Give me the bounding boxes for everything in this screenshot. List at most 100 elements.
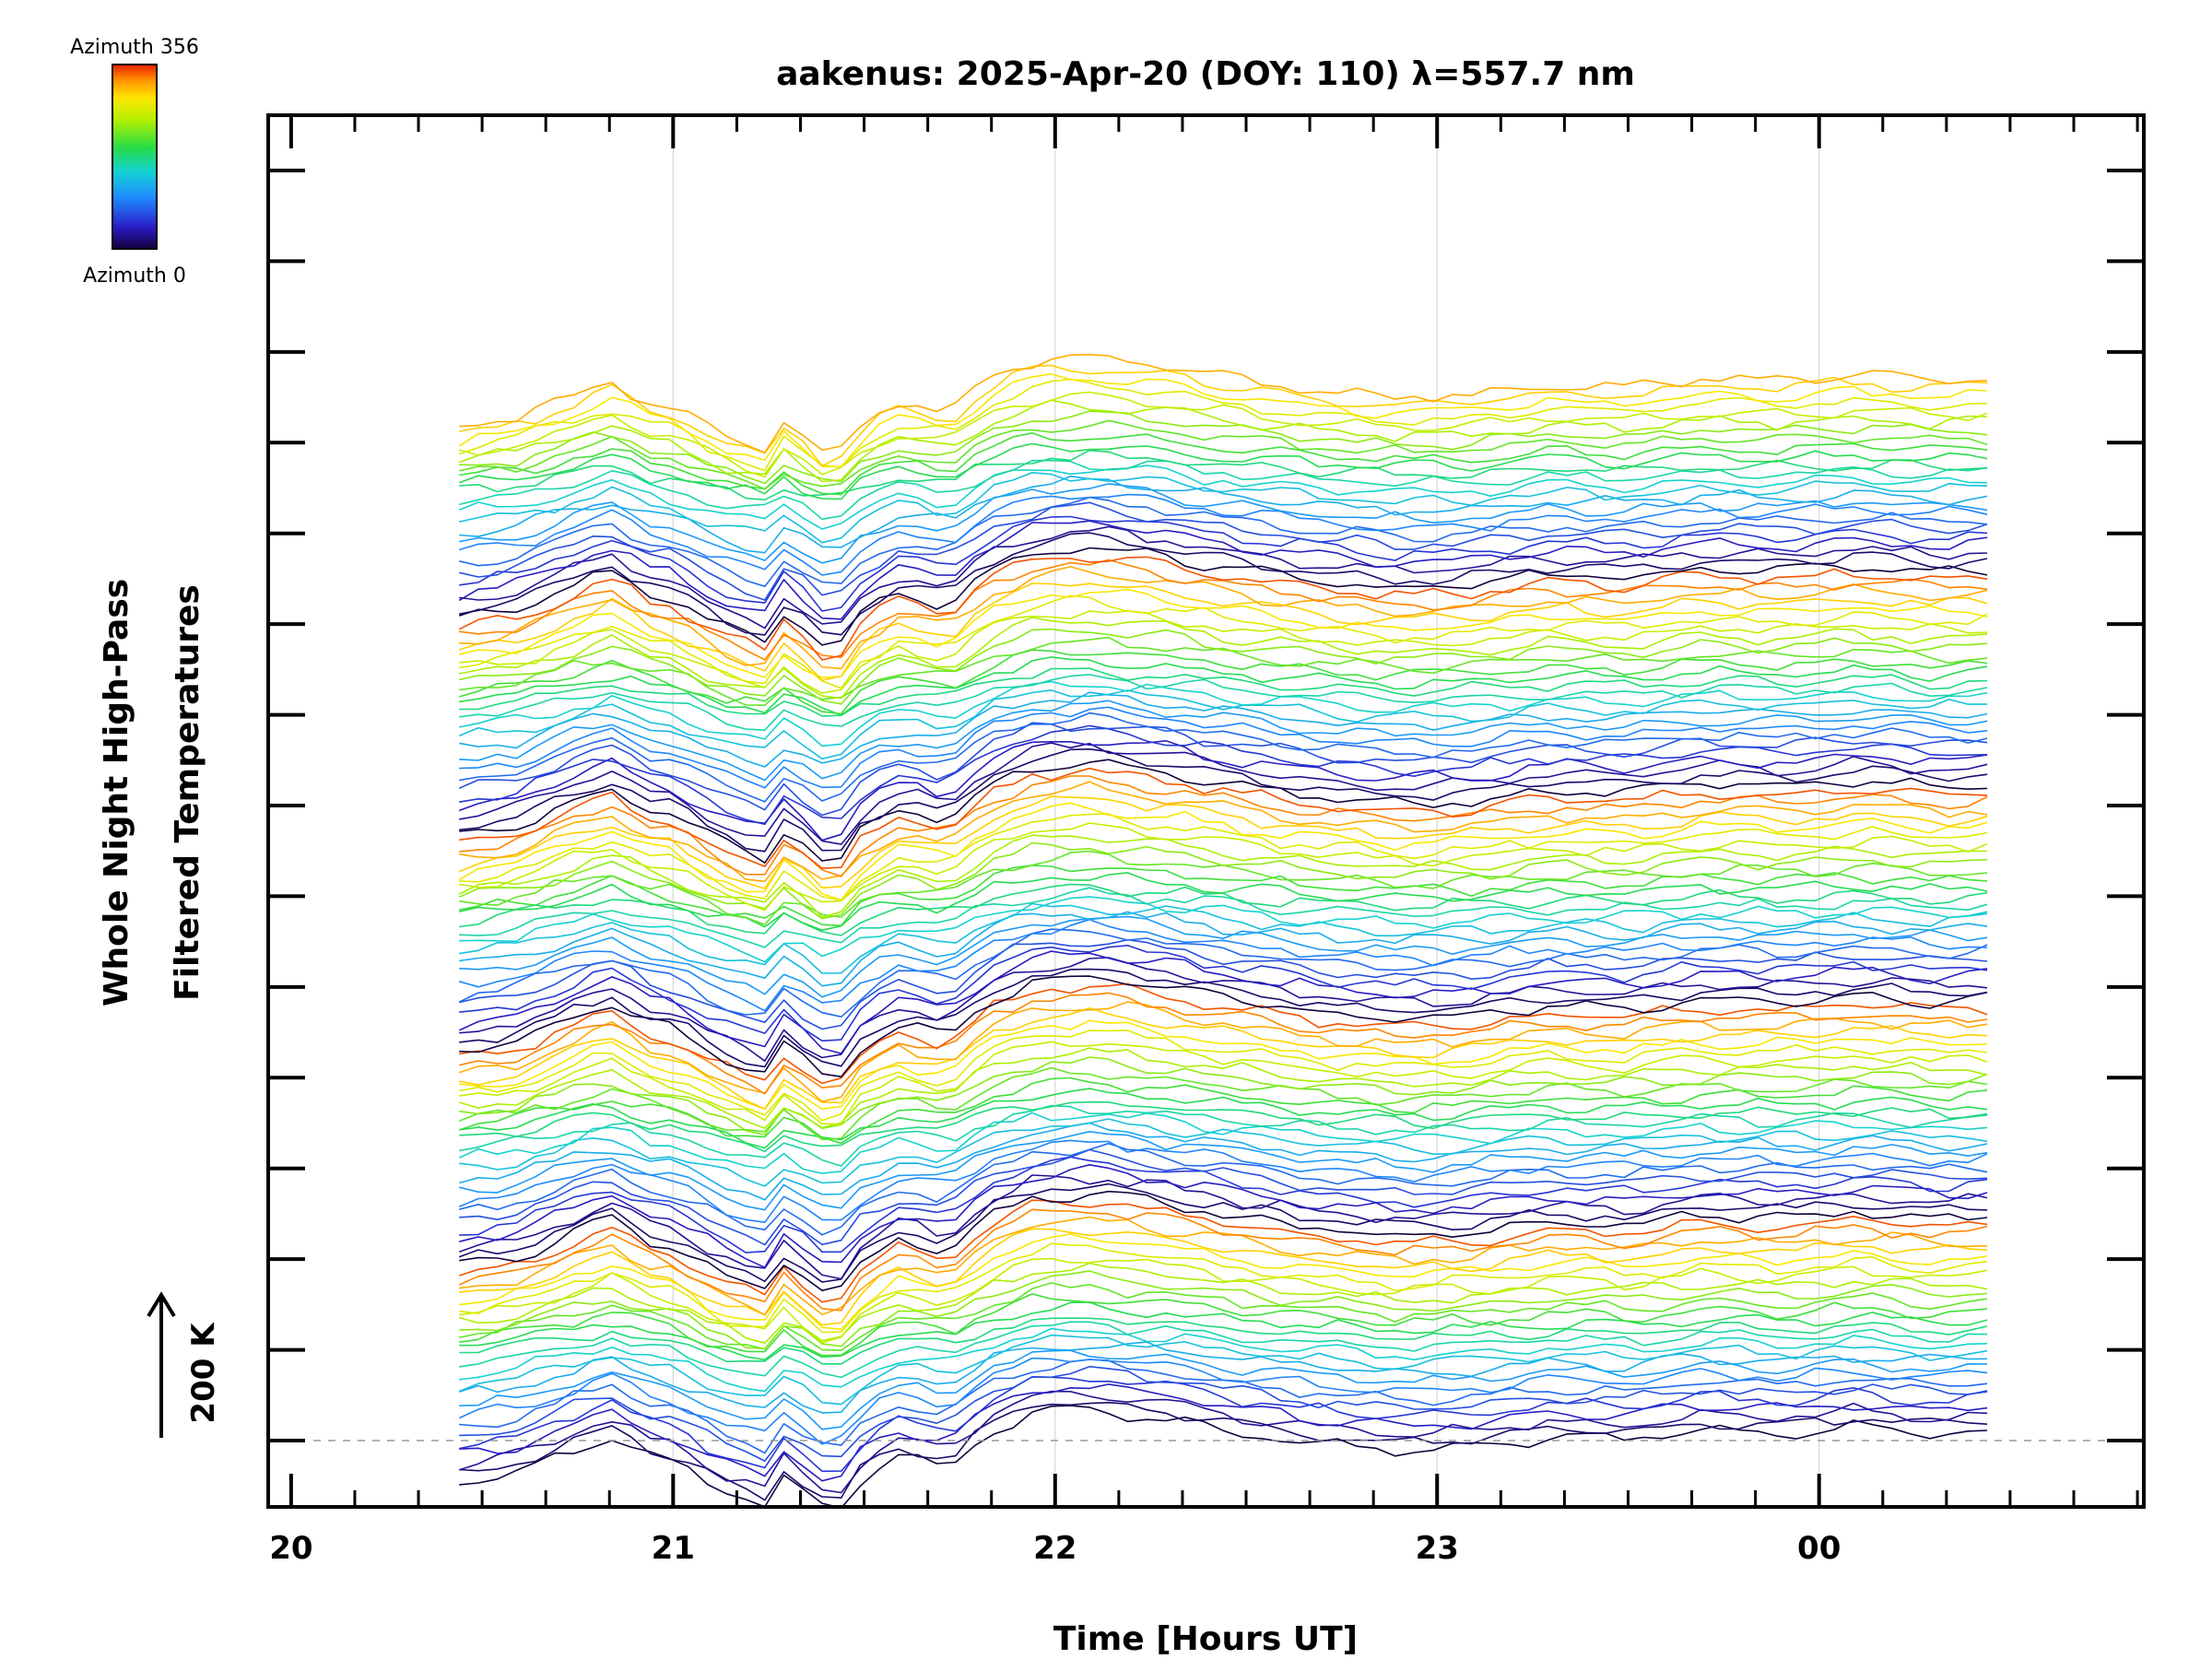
- series-line: [458, 372, 1988, 468]
- series-line: [458, 442, 1988, 500]
- series-line: [459, 1030, 1988, 1122]
- series-line: [459, 496, 1988, 588]
- series-line: [459, 1118, 1988, 1187]
- series-line: [459, 419, 1988, 490]
- series-line: [459, 957, 1988, 1062]
- series-line: [459, 915, 1988, 998]
- grid-lines: [672, 115, 1820, 1507]
- series-line: [459, 364, 1988, 467]
- series-line: [458, 1077, 1988, 1145]
- series-line: [459, 759, 1988, 865]
- series-line: [458, 1341, 1988, 1414]
- series-line: [458, 841, 1988, 920]
- series-line: [458, 1139, 1988, 1223]
- series-line: [458, 1390, 1988, 1494]
- series-line: [458, 520, 1988, 620]
- series-line: [459, 712, 1988, 803]
- series-line: [459, 1216, 1988, 1316]
- series-line: [459, 1317, 1988, 1365]
- x-tick-labels: 20 21 22 23 00: [269, 1530, 1841, 1567]
- series-line: [459, 724, 1988, 826]
- series-line: [459, 1376, 1988, 1473]
- series-line: [459, 610, 1988, 694]
- series-line: [458, 1199, 1988, 1303]
- series-line: [458, 1174, 1988, 1280]
- x-tick-label: 00: [1797, 1530, 1841, 1567]
- series-line: [459, 483, 1988, 564]
- series-line: [459, 532, 1988, 636]
- series-line: [458, 1357, 1988, 1445]
- series-line: [459, 1405, 1988, 1507]
- series-line: [458, 465, 1988, 530]
- series-line: [459, 1190, 1988, 1291]
- series-line: [459, 471, 1988, 544]
- x-tick-label: 23: [1416, 1530, 1459, 1567]
- chart-title: aakenus: 2025-Apr-20 (DOY: 110) λ=557.7 …: [776, 55, 1635, 93]
- series-line: [459, 1242, 1988, 1334]
- series-line: [459, 1156, 1988, 1253]
- series-line: [459, 501, 1988, 601]
- series-line: [459, 887, 1988, 948]
- series-line: [458, 795, 1988, 889]
- series-line: [459, 968, 1988, 1068]
- series-line: [459, 353, 1988, 453]
- series-line: [459, 449, 1988, 501]
- plot-frame: [266, 113, 2146, 1509]
- series-line: [458, 1334, 1988, 1406]
- series-line: [458, 1066, 1988, 1141]
- series-line: [459, 822, 1988, 912]
- series-line: [459, 1131, 1988, 1211]
- series-line: [458, 1262, 1988, 1344]
- series-line: [458, 399, 1988, 483]
- series-line: [459, 628, 1988, 705]
- series-line: [459, 559, 1988, 661]
- series-line: [458, 1142, 1988, 1236]
- series-line: [458, 556, 1988, 661]
- series-line: [459, 1383, 1988, 1482]
- series-line: [458, 378, 1988, 472]
- series-line: [458, 950, 1988, 1054]
- x-tick-label: 22: [1033, 1530, 1077, 1567]
- x-axis-label: Time [Hours UT]: [1053, 1620, 1358, 1658]
- colorbar-top-label: Azimuth 356: [70, 36, 199, 59]
- series-line: [459, 982, 1988, 1085]
- scale-label: 200 K: [185, 1322, 222, 1424]
- series-line: [458, 918, 1988, 1012]
- series-line: [459, 566, 1988, 670]
- colorbar-bottom-label: Azimuth 0: [83, 265, 186, 288]
- y-axis-label-line1: Whole Night High-Pass: [98, 579, 135, 1006]
- series-line: [459, 1164, 1988, 1268]
- series-line: [458, 391, 1988, 478]
- series-line: [459, 1293, 1988, 1357]
- series-line: [458, 1001, 1988, 1103]
- series-line: [459, 1019, 1988, 1111]
- series-line: [459, 431, 1988, 496]
- series-line: [459, 1148, 1988, 1246]
- series-line: [458, 582, 1988, 681]
- series-line: [459, 896, 1988, 963]
- series-line: [459, 674, 1988, 732]
- series-line: [458, 1112, 1988, 1174]
- series-line: [459, 1228, 1988, 1326]
- series-line: [459, 1104, 1988, 1167]
- series-line: [459, 617, 1988, 700]
- series-line: [459, 767, 1988, 869]
- series-line: [458, 722, 1988, 817]
- series-line: [459, 1233, 1988, 1331]
- series-line: [459, 667, 1988, 717]
- series-line: [458, 1122, 1988, 1201]
- series-line: [459, 747, 1988, 853]
- series-line: [458, 739, 1988, 841]
- x-tick-label: 20: [269, 1530, 312, 1567]
- series-line: [459, 706, 1988, 789]
- series-line: [459, 680, 1988, 747]
- series-line: [459, 594, 1988, 689]
- x-tick-label: 21: [652, 1530, 695, 1567]
- series-line: [459, 1327, 1988, 1393]
- series-line: [459, 992, 1988, 1095]
- series-line: [459, 636, 1988, 707]
- series-lines: [458, 353, 1988, 1507]
- series-line: [459, 1321, 1988, 1379]
- series-line: [459, 1282, 1988, 1351]
